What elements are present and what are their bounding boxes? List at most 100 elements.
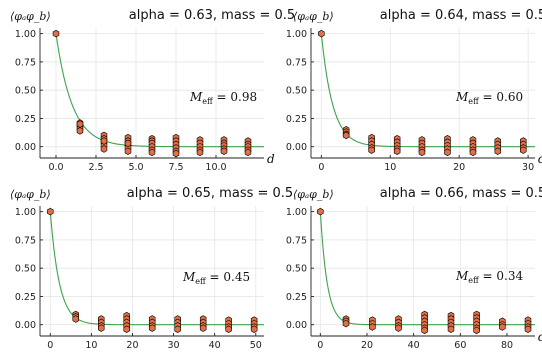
y-tick-label: 0.75 [15, 57, 36, 68]
y-axis-label: ⟨φₐφ_b⟩ [10, 10, 51, 23]
chart-panel-4: 0 20 40 60 80 0.00 0.25 0.50 0.75 1.00 alpha = 0.6… [286, 186, 542, 351]
data-point [447, 325, 455, 333]
data-point [444, 148, 451, 157]
y-tick-label: 0.25 [286, 292, 307, 303]
data-point [473, 326, 480, 335]
y-tick-label: 1.00 [286, 29, 307, 40]
data-point [98, 324, 105, 332]
x-tick-label: 20 [361, 340, 373, 351]
x-tick-label: 10 [384, 162, 396, 173]
x-tick-label: 40 [209, 340, 221, 351]
data-point [52, 29, 60, 38]
data-point [317, 207, 324, 216]
data-point [499, 323, 506, 331]
data-point [72, 315, 79, 323]
data-point [342, 131, 350, 140]
data-point [220, 147, 228, 155]
x-tick-label: 0.0 [48, 162, 63, 173]
y-axis-label: ⟨φₐφ_b⟩ [293, 188, 334, 201]
x-tick-label: 7.5 [168, 162, 183, 173]
x-tick-label: 0 [47, 340, 53, 351]
data-point [124, 139, 132, 148]
x-tick-label: 30 [522, 162, 534, 173]
data-point [244, 148, 252, 157]
meff-annotation: Meff = 0.45 [182, 270, 250, 286]
y-tick-label: 0.00 [15, 320, 36, 331]
y-tick-label: 1.00 [15, 29, 36, 40]
meff-annotation: Meff = 0.34 [455, 269, 523, 285]
data-point [199, 324, 207, 332]
x-tick-label: 80 [501, 340, 513, 351]
fit-curve [55, 33, 264, 148]
data-point [368, 146, 375, 154]
x-tick-label: 40 [408, 340, 420, 351]
x-tick-label: 0 [317, 340, 323, 351]
y-tick-label: 0.75 [15, 235, 36, 246]
data-point [524, 325, 532, 333]
chart-title: alpha = 0.63, mass = 0.5 [129, 8, 295, 23]
data-point [369, 323, 376, 331]
data-point [196, 148, 204, 157]
data-point [148, 148, 156, 157]
y-tick-label: 0.50 [15, 86, 36, 97]
y-tick-label: 0.75 [286, 235, 307, 246]
data-point [494, 147, 502, 155]
x-axis-label: d [538, 152, 542, 166]
chart-title: alpha = 0.66, mass = 0.5 [380, 186, 542, 201]
data-point [76, 120, 84, 128]
data-point [250, 325, 258, 333]
y-tick-label: 0.00 [15, 142, 36, 153]
y-tick-label: 0.25 [15, 114, 36, 125]
x-tick-label: 30 [168, 340, 180, 351]
y-tick-label: 0.00 [286, 142, 307, 153]
x-tick-label: 10.0 [205, 162, 226, 173]
data-point [123, 325, 130, 333]
data-point [418, 148, 426, 157]
meff-annotation: Meff = 0.60 [455, 90, 523, 106]
data-point [100, 137, 108, 145]
data-point [225, 325, 232, 333]
y-tick-label: 0.50 [286, 264, 307, 275]
data-point [47, 207, 54, 216]
data-point [421, 326, 428, 335]
chart-title: alpha = 0.64, mass = 0.5 [380, 8, 542, 23]
y-tick-label: 0.75 [286, 57, 307, 68]
x-tick-label: 0 [318, 162, 324, 173]
y-axis-label: ⟨φₐφ_b⟩ [293, 10, 334, 23]
data-point [393, 147, 401, 155]
y-tick-label: 0.50 [15, 264, 36, 275]
chart-title: alpha = 0.65, mass = 0.5 [127, 186, 293, 201]
x-axis-label: d [267, 152, 275, 166]
y-axis-label: ⟨φₐφ_b⟩ [10, 188, 51, 201]
data-point [124, 147, 132, 155]
x-tick-label: 5.0 [128, 162, 143, 173]
chart-panel-1: 0.0 2.5 5.0 7.5 10.0 0.00 0.25 0.50 0.75 1.00 alph… [10, 8, 295, 173]
y-tick-label: 1.00 [15, 207, 36, 218]
data-point [148, 324, 156, 332]
y-tick-label: 0.00 [286, 320, 307, 331]
y-tick-label: 0.25 [286, 114, 307, 125]
x-tick-label: 10 [85, 340, 97, 351]
data-point [318, 29, 325, 38]
data-point [395, 324, 402, 332]
x-tick-label: 20 [126, 340, 138, 351]
y-tick-label: 0.50 [286, 86, 307, 97]
x-tick-label: 20 [453, 162, 465, 173]
y-tick-label: 1.00 [286, 207, 307, 218]
data-point [520, 146, 527, 154]
x-tick-label: 60 [454, 340, 466, 351]
data-point [100, 145, 108, 153]
chart-panel-3: 0 10 20 30 40 50 0.00 0.25 0.50 0.75 1.00 alpha = 0… [10, 186, 293, 351]
x-axis-label: d [538, 330, 542, 344]
meff-annotation: Meff = 0.98 [189, 90, 257, 106]
y-tick-label: 0.25 [15, 292, 36, 303]
data-point [172, 149, 180, 158]
data-point [469, 148, 477, 157]
data-point [342, 319, 350, 328]
x-tick-label: 2.5 [88, 162, 103, 173]
x-tick-label: 50 [250, 340, 262, 351]
chart-panel-2: 0 10 20 30 0.00 0.25 0.50 0.75 1.00 alpha = 0.64,… [286, 8, 542, 173]
data-point [174, 325, 181, 333]
data-point [76, 127, 84, 135]
